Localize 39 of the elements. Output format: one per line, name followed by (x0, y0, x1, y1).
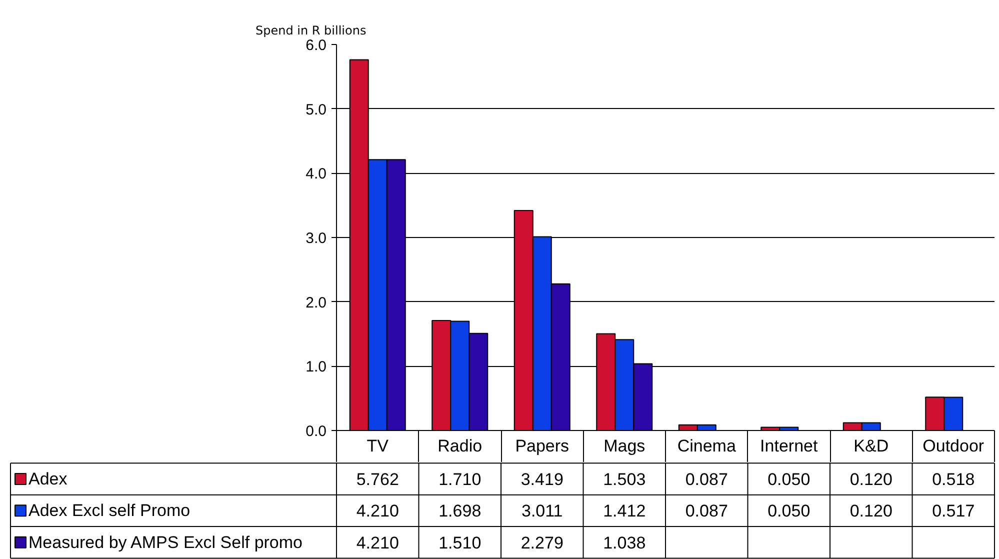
x-tick-label: Outdoor (922, 436, 984, 456)
data-label: 4.210 (356, 502, 399, 521)
data-label: 0.087 (685, 470, 728, 489)
y-tick-label: 3.0 (306, 230, 327, 247)
x-tick-label: Cinema (677, 436, 736, 456)
x-tick-label: Mags (604, 436, 646, 456)
data-label: 0.518 (932, 470, 975, 489)
data-label: 5.762 (356, 470, 399, 489)
data-label: 1.710 (438, 470, 482, 489)
legend-label: Adex (28, 469, 68, 488)
data-label: 4.210 (356, 533, 399, 552)
data-label: 0.517 (932, 502, 975, 521)
y-axis-title: Spend in R billions (256, 24, 366, 38)
x-tick-label: TV (366, 436, 390, 456)
legend-label: Adex Excl self Promo (28, 501, 190, 520)
data-label: 1.698 (438, 502, 482, 521)
data-label: 0.050 (768, 470, 810, 489)
data-label: 0.120 (850, 502, 892, 521)
data-label: 0.120 (850, 470, 892, 489)
y-tick-label: 2.0 (306, 294, 327, 312)
data-label: 0.050 (768, 502, 810, 521)
data-label: 1.510 (438, 533, 482, 552)
data-label: 2.279 (520, 533, 564, 552)
data-label: 3.419 (520, 470, 564, 489)
y-tick-label: 4.0 (306, 166, 327, 183)
data-label: 1.503 (603, 470, 646, 489)
data-label: 1.038 (603, 533, 646, 552)
y-tick-label: 0.0 (306, 423, 327, 440)
legend-label: Measured by AMPS Excl Self promo (28, 532, 303, 552)
x-tick-label: Papers (515, 436, 570, 456)
y-tick-label: 1.0 (306, 358, 327, 376)
y-tick-label: 6.0 (306, 37, 327, 54)
y-tick-label: 5.0 (306, 101, 327, 118)
x-tick-label: Radio (438, 436, 482, 456)
x-tick-label: K&D (854, 436, 889, 456)
data-label: 1.412 (603, 502, 646, 521)
data-label: 3.011 (521, 502, 563, 521)
data-label: 0.087 (685, 502, 728, 521)
x-tick-label: Internet (760, 436, 818, 456)
